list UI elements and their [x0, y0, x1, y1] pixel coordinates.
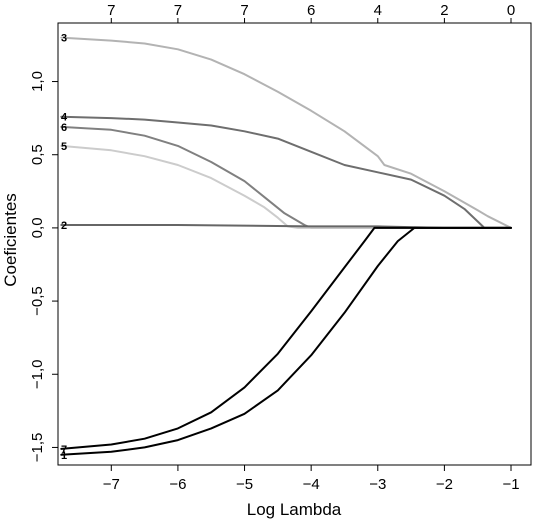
- series-line-4: [60, 115, 512, 229]
- series-line-5: [60, 144, 512, 229]
- series-label-1: 1: [61, 450, 67, 462]
- series-label-4: 4: [61, 112, 68, 124]
- bottom-axis: −7 −6 −5 −4 −3 −2 −1: [103, 465, 520, 493]
- x-tick-label: −5: [236, 476, 253, 493]
- y-tick-label: −1,0: [29, 359, 46, 389]
- plot-frame: [57, 22, 532, 466]
- x-tick-label: −7: [103, 476, 120, 493]
- y-tick-label: −0,5: [29, 286, 46, 316]
- series-labels: 3 46 5 2 71: [61, 33, 68, 462]
- x-tick-label: −6: [169, 476, 186, 493]
- series-line-7: [60, 226, 512, 450]
- x-tick-label: −2: [436, 476, 453, 493]
- top-tick-label: 7: [240, 2, 248, 19]
- series-label-2: 2: [61, 220, 67, 232]
- series-layer: [60, 36, 512, 456]
- x-tick-label: −1: [502, 476, 519, 493]
- top-tick-label: 7: [107, 2, 115, 19]
- y-axis-title: Coeficientes: [1, 193, 20, 287]
- left-axis: −1,5 −1,0 −0,5 0,0 0,5 1,0: [29, 71, 58, 462]
- x-axis-title: Log Lambda: [247, 500, 342, 519]
- top-tick-label: 4: [374, 2, 382, 19]
- top-tick-label: 7: [174, 2, 182, 19]
- y-tick-label: 1,0: [29, 71, 46, 92]
- x-tick-label: −4: [303, 476, 320, 493]
- series-line-1: [60, 226, 512, 456]
- y-tick-label: 0,5: [29, 144, 46, 165]
- x-tick-label: −3: [369, 476, 386, 493]
- top-tick-label: 2: [440, 2, 448, 19]
- series-line-3: [60, 36, 512, 229]
- series-label-7: 7: [61, 444, 67, 456]
- top-axis: 7 7 7 6 4 2 0: [107, 2, 515, 23]
- series-label-6: 6: [61, 122, 67, 134]
- top-tick-label: 0: [507, 2, 515, 19]
- series-label-3: 3: [61, 33, 67, 45]
- top-tick-label: 6: [307, 2, 315, 19]
- y-tick-label: −1,5: [29, 433, 46, 463]
- series-label-5: 5: [61, 141, 67, 153]
- y-tick-label: 0,0: [29, 217, 46, 238]
